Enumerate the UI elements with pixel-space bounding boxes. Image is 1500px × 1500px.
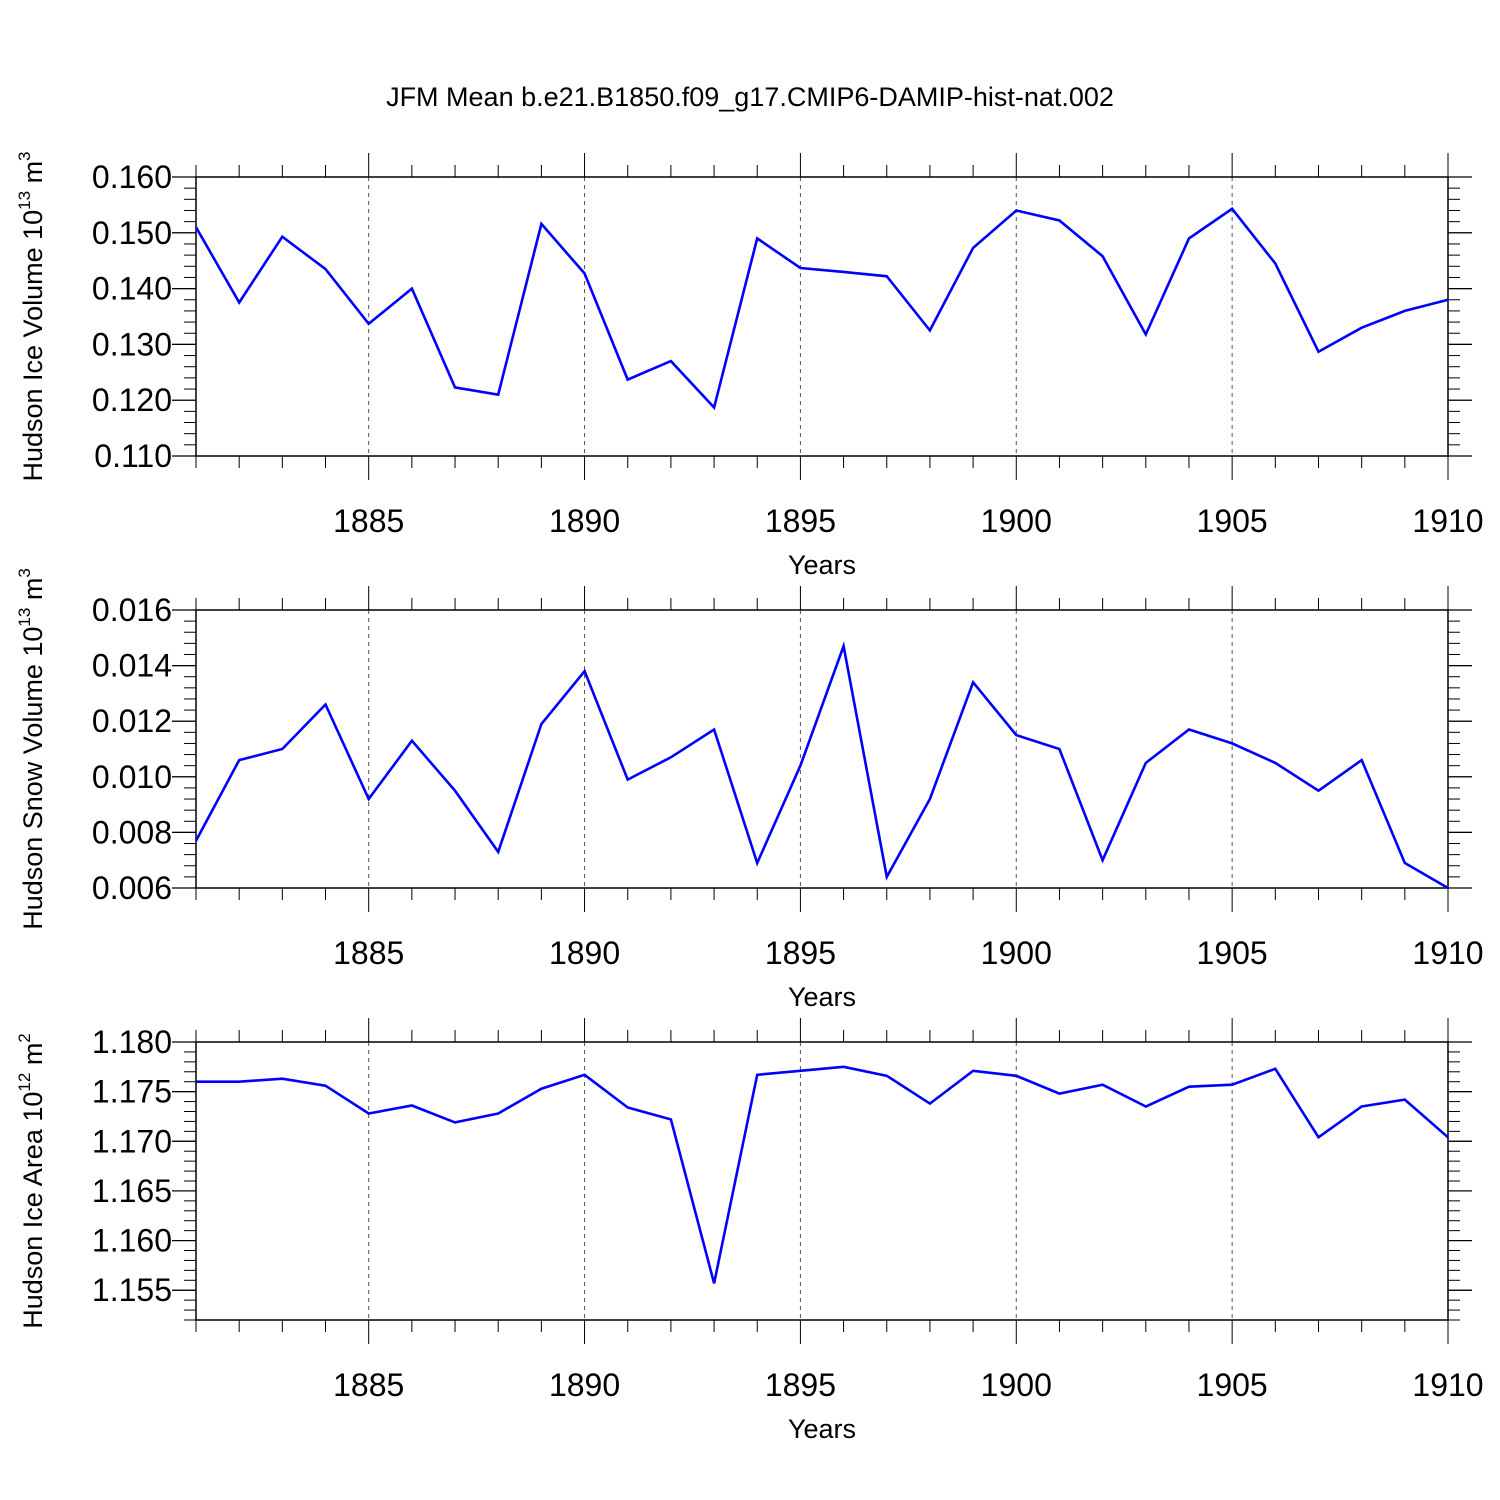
x-tick-label: 1885 [333,503,404,539]
y-tick-label: 0.014 [92,648,172,684]
panel-1: 0.110 0.120 0.130 0.140 0.150 0.160 1885 1890 18… [15,151,1484,580]
x-tick-label: 1890 [549,1367,620,1403]
x-tick-label: 1905 [1197,503,1268,539]
series-line-1 [194,207,1449,411]
x-axis-label: Years [788,1414,856,1444]
y-tick-label: 1.175 [92,1074,172,1110]
y-tick-label: 1.180 [92,1024,172,1060]
y-axis-label: Hudson Snow Volume 1013 m3 [15,568,48,930]
x-tick-label: 1900 [981,935,1052,971]
y-tick-label: 0.010 [92,759,172,795]
x-tick-label: 1890 [549,503,620,539]
x-tick-label: 1910 [1412,503,1483,539]
x-axis-label: Years [788,982,856,1012]
series-line-1 [194,641,1449,890]
x-tick-label: 1885 [333,935,404,971]
y-tick-label: 1.155 [92,1272,172,1308]
y-tick-label: 1.165 [92,1173,172,1209]
x-tick-label: 1910 [1412,1367,1483,1403]
x-tick-label: 1895 [765,503,836,539]
plot-frame [195,1041,1449,1321]
x-tick-label: 1895 [765,1367,836,1403]
figure-title: JFM Mean b.e21.B1850.f09_g17.CMIP6-DAMIP… [386,82,1114,112]
x-tick-label: 1885 [333,1367,404,1403]
y-axis-label: Hudson Ice Area 1012 m2 [15,1033,48,1329]
x-tick-label: 1905 [1197,1367,1268,1403]
y-tick-label: 0.008 [92,814,172,850]
plot-frame [195,176,1449,457]
series-line-1 [196,1065,1449,1284]
x-tick-label: 1895 [765,935,836,971]
y-tick-label: 0.150 [92,215,172,251]
x-tick-label: 1910 [1412,935,1483,971]
y-axis-label: Hudson Ice Volume 1013 m3 [15,151,48,481]
y-tick-label: 0.160 [92,159,172,195]
y-tick-label: 0.120 [92,382,172,418]
y-tick-label: 0.016 [92,592,172,628]
x-tick-label: 1890 [549,935,620,971]
plot-frame [195,609,1449,889]
x-tick-label: 1900 [981,1367,1052,1403]
panel-3: 1.155 1.160 1.165 1.170 1.175 1.180 1885 1890 18… [15,1018,1484,1444]
y-tick-label: 1.160 [92,1223,172,1259]
x-axis-label: Years [788,550,856,580]
y-tick-label: 0.140 [92,271,172,307]
x-tick-label: 1900 [981,503,1052,539]
y-tick-label: 1.170 [92,1123,172,1159]
y-tick-label: 0.110 [94,438,172,474]
y-tick-label: 0.006 [92,870,172,906]
x-tick-label: 1905 [1197,935,1268,971]
y-tick-label: 0.012 [92,703,172,739]
panel-2: 0.006 0.008 0.010 0.012 0.014 0.016 1885 1890 18… [15,568,1484,1012]
y-tick-label: 0.130 [92,326,172,362]
